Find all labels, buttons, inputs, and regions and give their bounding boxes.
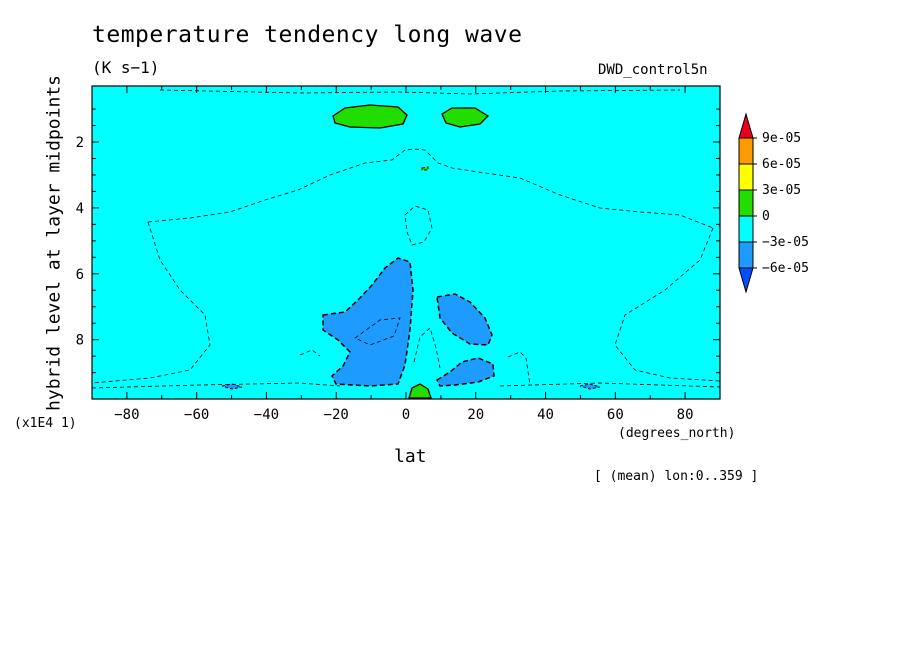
small-negative-features	[221, 166, 601, 390]
x-axis-units: (degrees_north)	[618, 426, 736, 441]
y-tick-label: 2	[76, 135, 84, 151]
colorbar-cap-top	[738, 112, 754, 139]
positive-region-upper-right	[441, 107, 490, 128]
y-tick-label: 8	[76, 333, 84, 349]
units-label: (K s−1)	[92, 58, 160, 77]
colorbar-label: 3e-05	[762, 183, 801, 198]
colorbar-label: 9e-05	[762, 131, 801, 146]
x-tick-label: −40	[254, 407, 279, 423]
positive-region-surface-equator	[408, 383, 432, 399]
colorbar-label: 0	[762, 209, 770, 224]
positive-region-upper-left	[332, 104, 408, 129]
colorbar-segment	[738, 163, 754, 191]
negative-region-right	[436, 293, 493, 346]
contour-upper-envelope	[147, 148, 714, 229]
y-scale-note: (x1E4 1)	[14, 416, 77, 431]
negative-spot-right	[579, 383, 601, 390]
colorbar: 9e-05 6e-05 3e-05 0 −3e-05 −6e-05	[738, 112, 809, 294]
filled-regions	[322, 104, 495, 399]
chart-title: temperature tendency long wave	[92, 22, 523, 48]
x-tick-label: 40	[537, 407, 554, 423]
x-tick-label: 0	[402, 407, 410, 423]
colorbar-segment	[738, 215, 754, 243]
x-tick-label: −80	[114, 407, 139, 423]
contour-lower-equator	[413, 327, 441, 369]
y-tick-label: 6	[76, 267, 84, 283]
contour-right-side	[614, 227, 721, 382]
zero-contours	[91, 89, 721, 389]
negative-region-left	[322, 257, 414, 387]
x-tick-label: −60	[184, 407, 209, 423]
colorbar-label: 6e-05	[762, 157, 801, 172]
x-tick-label: 80	[677, 407, 694, 423]
contour-inner-left	[354, 317, 401, 346]
colorbar-segment	[738, 189, 754, 217]
x-axis-ticks: −80 −60 −40 −20 0 20 40 60 80	[91, 86, 721, 423]
averaging-footnote: [ (mean) lon:0..359 ]	[594, 469, 759, 484]
contour-top-edge	[159, 89, 681, 95]
x-tick-label: −20	[324, 407, 349, 423]
contour-near-surface	[91, 382, 721, 389]
colorbar-cap-bottom	[738, 267, 754, 294]
colorbar-segment	[738, 241, 754, 269]
y-tick-label: 4	[76, 201, 84, 217]
x-tick-label: 20	[467, 407, 484, 423]
negative-spot-left	[221, 383, 243, 390]
contour-equator-loop	[404, 205, 433, 246]
colorbar-label: −6e-05	[762, 261, 809, 276]
negative-region-lower-right	[436, 357, 495, 387]
x-axis-label: lat	[394, 446, 427, 467]
colorbar-segment	[738, 137, 754, 165]
contour-left-side	[91, 221, 211, 384]
x-tick-label: 60	[607, 407, 624, 423]
colorbar-label: −3e-05	[762, 235, 809, 250]
y-axis-ticks: 2 4 6 8	[76, 108, 720, 374]
positive-dot-mid	[421, 166, 429, 171]
contour-dip-right	[507, 351, 531, 386]
dataset-label: DWD_control5n	[598, 62, 708, 78]
